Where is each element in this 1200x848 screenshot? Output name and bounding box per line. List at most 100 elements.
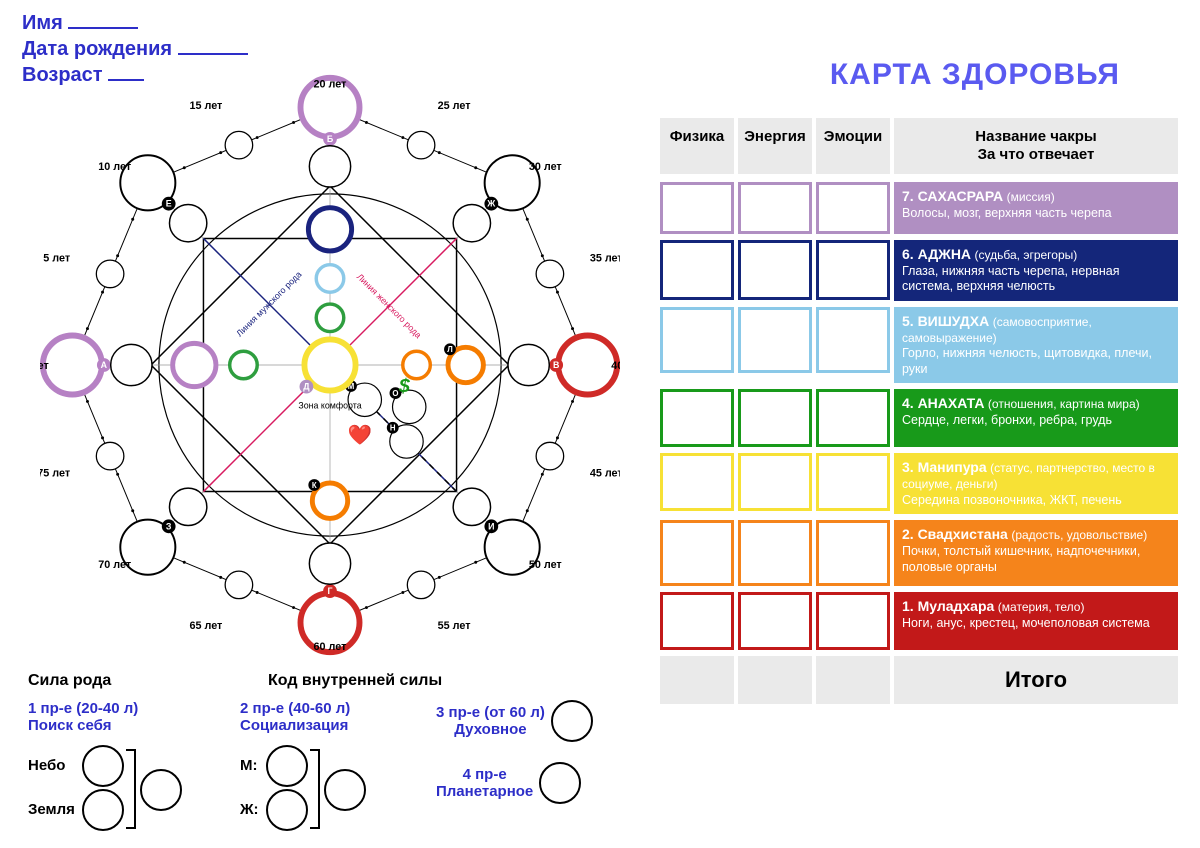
m-label: М: bbox=[240, 757, 262, 774]
box-physics[interactable] bbox=[660, 307, 734, 373]
box-emotions[interactable] bbox=[816, 520, 890, 586]
chakra-desc: 5. ВИШУДХА (самовосприятие, самовыражени… bbox=[894, 307, 1178, 384]
chakra-row: 6. АДЖНА (судьба, эгрегоры)Глаза, нижняя… bbox=[660, 240, 1178, 301]
th-energy: Энергия bbox=[738, 118, 812, 174]
bracket-1 bbox=[126, 749, 136, 829]
col4-title: 4 пр-еПланетарное bbox=[436, 766, 533, 801]
col4-circle[interactable] bbox=[539, 762, 581, 804]
box-physics[interactable] bbox=[660, 182, 734, 234]
itogo-energy[interactable] bbox=[738, 656, 812, 704]
box-emotions[interactable] bbox=[816, 182, 890, 234]
svg-text:Е: Е bbox=[166, 199, 172, 209]
zemlya-circle[interactable] bbox=[82, 789, 124, 831]
svg-text:10 лет: 10 лет bbox=[98, 161, 131, 173]
col1-result-circle[interactable] bbox=[140, 769, 182, 811]
box-physics[interactable] bbox=[660, 592, 734, 650]
health-map-title: КАРТА ЗДОРОВЬЯ bbox=[830, 58, 1120, 92]
svg-text:35 лет: 35 лет bbox=[590, 252, 620, 264]
svg-text:45 лет: 45 лет bbox=[590, 468, 620, 480]
svg-text:К: К bbox=[312, 481, 317, 490]
svg-text:А: А bbox=[101, 360, 108, 370]
svg-text:$: $ bbox=[398, 376, 411, 398]
zemlya-label: Земля bbox=[28, 801, 78, 818]
svg-text:Зона комфорта: Зона комфорта bbox=[298, 400, 361, 410]
svg-text:❤️: ❤️ bbox=[348, 424, 373, 447]
chakra-row: 2. Свадхистана (радость, удовольствие)По… bbox=[660, 520, 1178, 586]
box-emotions[interactable] bbox=[816, 453, 890, 511]
dob-underline[interactable] bbox=[178, 53, 248, 55]
svg-text:И: И bbox=[488, 521, 494, 531]
chakra-row: 1. Муладхара (материя, тело)Ноги, анус, … bbox=[660, 592, 1178, 650]
chakra-row: 3. Манипура (статус, партнерство, место … bbox=[660, 453, 1178, 514]
itogo-physics[interactable] bbox=[660, 656, 734, 704]
chakra-row: 7. САХАСРАРА (миссия)Волосы, мозг, верхн… bbox=[660, 182, 1178, 234]
bracket-2 bbox=[310, 749, 320, 829]
sila-roda-label: Сила рода bbox=[28, 672, 111, 689]
svg-text:З: З bbox=[166, 521, 172, 531]
box-emotions[interactable] bbox=[816, 592, 890, 650]
svg-text:20 лет: 20 лет bbox=[314, 79, 347, 91]
chakra-row: 4. АНАХАТА (отношения, картина мира)Серд… bbox=[660, 389, 1178, 447]
svg-text:В: В bbox=[553, 360, 559, 370]
nebo-label: Небо bbox=[28, 757, 78, 774]
name-line: Имя bbox=[22, 10, 248, 36]
nebo-circle[interactable] bbox=[82, 745, 124, 787]
box-emotions[interactable] bbox=[816, 389, 890, 447]
svg-text:О: О bbox=[392, 389, 398, 398]
matrix-diagram: Линия мужского родаЛиния женского родаМН… bbox=[40, 70, 620, 660]
chakra-desc: 3. Манипура (статус, партнерство, место … bbox=[894, 453, 1178, 514]
box-physics[interactable] bbox=[660, 520, 734, 586]
box-energy[interactable] bbox=[738, 592, 812, 650]
m-circle[interactable] bbox=[266, 745, 308, 787]
th-chakra: Название чакры За что отвечает bbox=[894, 118, 1178, 174]
svg-text:70 лет: 70 лет bbox=[98, 559, 131, 571]
dob-label: Дата рождения bbox=[22, 38, 172, 60]
svg-text:Г: Г bbox=[327, 586, 332, 596]
kod-inner-label: Код внутренней силы bbox=[268, 672, 442, 690]
chakra-desc: 1. Муладхара (материя, тело)Ноги, анус, … bbox=[894, 592, 1178, 650]
col3: 3 пр-е (от 60 л)Духовное 4 пр-еПланетарн… bbox=[436, 700, 636, 804]
box-energy[interactable] bbox=[738, 520, 812, 586]
svg-text:5 лет: 5 лет bbox=[43, 252, 70, 264]
chakra-desc: 2. Свадхистана (радость, удовольствие)По… bbox=[894, 520, 1178, 586]
svg-text:65 лет: 65 лет bbox=[189, 620, 222, 632]
svg-text:60 лет: 60 лет bbox=[314, 641, 347, 653]
chakra-desc: 4. АНАХАТА (отношения, картина мира)Серд… bbox=[894, 389, 1178, 447]
svg-text:Б: Б bbox=[327, 134, 334, 144]
box-energy[interactable] bbox=[738, 389, 812, 447]
col2-result-circle[interactable] bbox=[324, 769, 366, 811]
col3-title: 3 пр-е (от 60 л)Духовное bbox=[436, 704, 545, 739]
col3-circle[interactable] bbox=[551, 700, 593, 742]
itogo-emotions[interactable] bbox=[816, 656, 890, 704]
chakra-desc: 6. АДЖНА (судьба, эгрегоры)Глаза, нижняя… bbox=[894, 240, 1178, 301]
box-energy[interactable] bbox=[738, 240, 812, 300]
th-emotions: Эмоции bbox=[816, 118, 890, 174]
col1-title: 1 пр-е (20-40 л)Поиск себя bbox=[28, 700, 228, 735]
svg-text:25 лет: 25 лет bbox=[438, 100, 471, 112]
zh-circle[interactable] bbox=[266, 789, 308, 831]
health-table: Физика Энергия Эмоции Название чакры За … bbox=[660, 118, 1178, 704]
box-energy[interactable] bbox=[738, 182, 812, 234]
box-physics[interactable] bbox=[660, 240, 734, 300]
svg-text:0 лет: 0 лет bbox=[40, 360, 49, 372]
svg-text:Д: Д bbox=[303, 382, 310, 392]
chakra-row: 5. ВИШУДХА (самовосприятие, самовыражени… bbox=[660, 307, 1178, 384]
col1: 1 пр-е (20-40 л)Поиск себя Небо Земля bbox=[28, 700, 228, 835]
svg-text:Л: Л bbox=[447, 345, 453, 354]
box-energy[interactable] bbox=[738, 307, 812, 373]
box-physics[interactable] bbox=[660, 453, 734, 511]
chakra-desc: 7. САХАСРАРА (миссия)Волосы, мозг, верхн… bbox=[894, 182, 1178, 234]
svg-text:Н: Н bbox=[390, 424, 396, 433]
box-emotions[interactable] bbox=[816, 240, 890, 300]
box-emotions[interactable] bbox=[816, 307, 890, 373]
th-physics: Физика bbox=[660, 118, 734, 174]
name-underline[interactable] bbox=[68, 27, 138, 29]
itogo-label: Итого bbox=[894, 656, 1178, 704]
box-energy[interactable] bbox=[738, 453, 812, 511]
svg-text:Ж: Ж bbox=[486, 199, 496, 209]
box-physics[interactable] bbox=[660, 389, 734, 447]
dob-line: Дата рождения bbox=[22, 36, 248, 62]
zh-label: Ж: bbox=[240, 801, 262, 818]
svg-text:55 лет: 55 лет bbox=[438, 620, 471, 632]
bottom-section: Сила рода Код внутренней силы 1 пр-е (20… bbox=[28, 672, 648, 690]
